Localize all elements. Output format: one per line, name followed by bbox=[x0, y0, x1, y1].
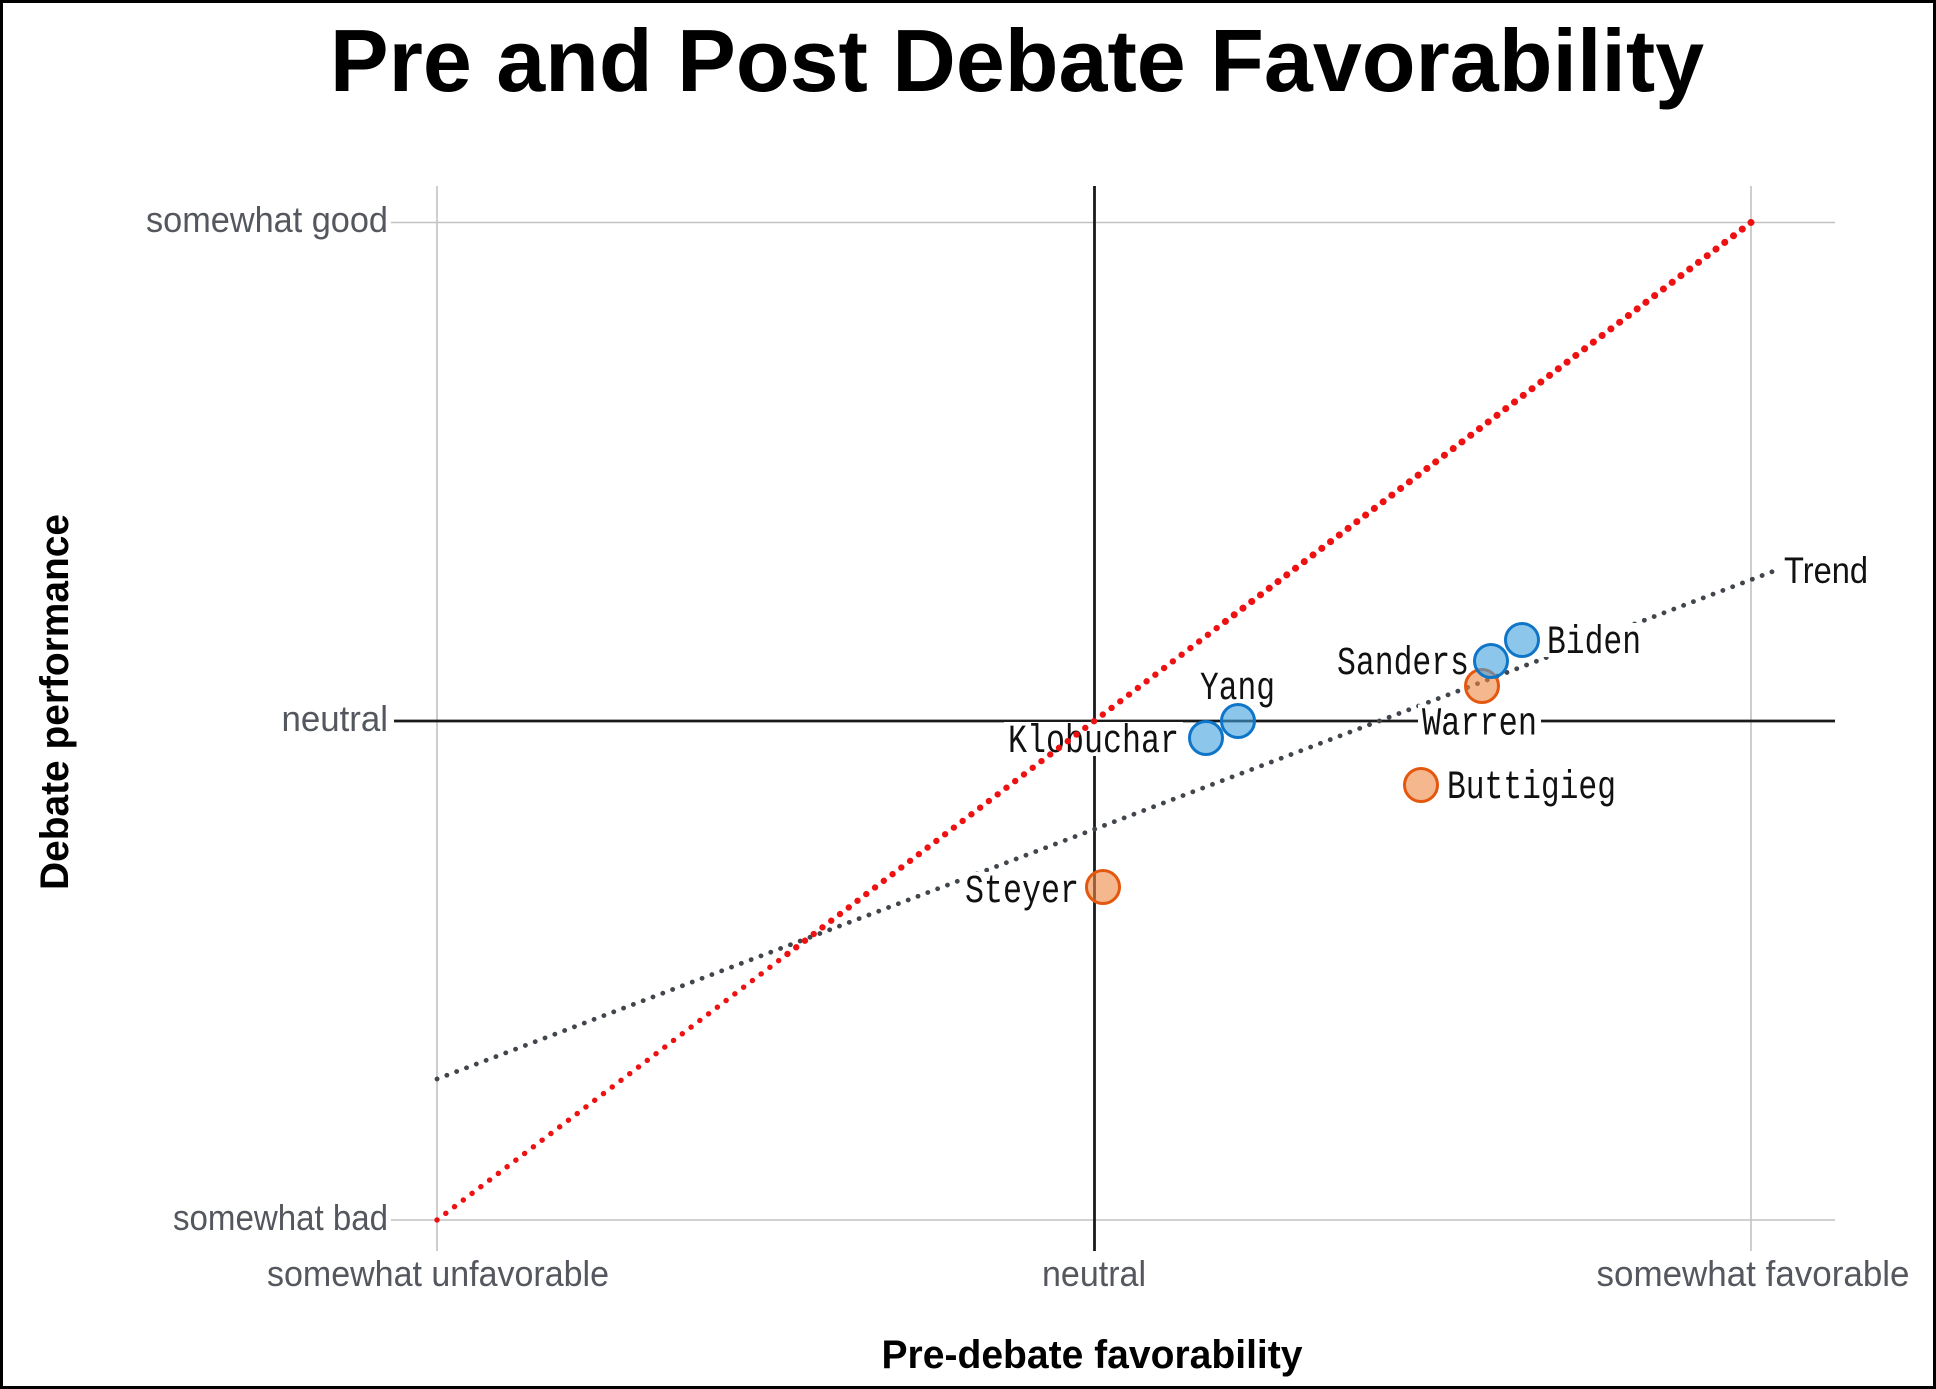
svg-text:Pre and Post Debate Favorabili: Pre and Post Debate Favorability bbox=[330, 11, 1704, 110]
svg-text:Pre-debate favorability: Pre-debate favorability bbox=[882, 1333, 1304, 1377]
svg-text:Klobuchar: Klobuchar bbox=[1008, 720, 1179, 765]
svg-text:Trend: Trend bbox=[1784, 550, 1868, 591]
svg-text:Sanders: Sanders bbox=[1337, 642, 1469, 687]
svg-text:Steyer: Steyer bbox=[965, 870, 1079, 915]
svg-text:Debate performance: Debate performance bbox=[33, 514, 77, 890]
svg-text:neutral: neutral bbox=[1042, 1253, 1146, 1294]
svg-text:Buttigieg: Buttigieg bbox=[1447, 766, 1616, 811]
svg-text:somewhat unfavorable: somewhat unfavorable bbox=[267, 1253, 609, 1294]
svg-text:Warren: Warren bbox=[1422, 703, 1537, 748]
svg-text:Biden: Biden bbox=[1547, 621, 1641, 666]
svg-text:neutral: neutral bbox=[282, 698, 389, 739]
svg-text:somewhat bad: somewhat bad bbox=[173, 1197, 388, 1238]
svg-text:somewhat favorable: somewhat favorable bbox=[1597, 1253, 1910, 1294]
svg-text:somewhat good: somewhat good bbox=[146, 199, 388, 240]
